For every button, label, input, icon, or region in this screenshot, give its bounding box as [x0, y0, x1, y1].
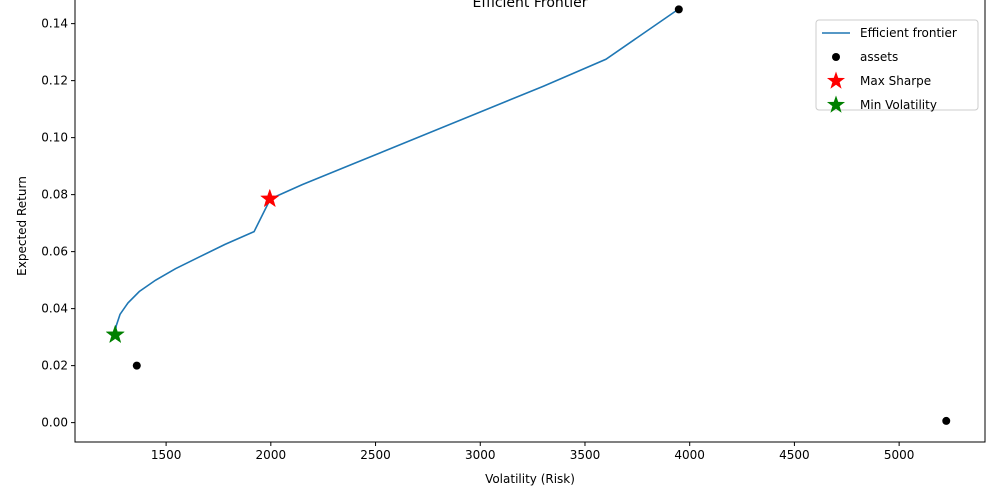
legend: Efficient frontier assets Max Sharpe Min Vo…: [815, 19, 979, 113]
axes-frame: [74, 0, 986, 443]
y-tick-label: 0.12: [41, 74, 68, 88]
legend-label: Efficient frontier: [860, 26, 957, 40]
legend-box: [815, 19, 979, 111]
y-tick-label: 0.14: [41, 17, 68, 31]
y-axis: 0.00 0.02 0.04 0.06 0.08 0.10 0.12 0.14: [41, 17, 75, 430]
x-axis-label: Volatility (Risk): [485, 472, 575, 486]
legend-label: Min Volatility: [860, 98, 937, 112]
legend-star-swatch: [826, 95, 846, 113]
asset-point: [132, 361, 141, 370]
x-tick-label: 4500: [779, 448, 810, 462]
y-tick-label: 0.04: [41, 302, 68, 316]
efficient-frontier-line: [114, 8, 679, 335]
legend-label: assets: [860, 50, 898, 64]
x-tick-label: 3000: [465, 448, 496, 462]
y-tick-label: 0.02: [41, 359, 68, 373]
x-tick-label: 4000: [674, 448, 705, 462]
max-sharpe-marker: [260, 188, 280, 208]
legend-marker-swatch: [832, 53, 840, 61]
y-tick-label: 0.00: [41, 416, 68, 430]
x-tick-label: 2000: [256, 448, 287, 462]
legend-label: Max Sharpe: [860, 74, 931, 88]
asset-point: [674, 5, 683, 14]
x-tick-label: 2500: [360, 448, 391, 462]
plot-area: [105, 5, 951, 425]
y-tick-label: 0.06: [41, 245, 68, 259]
x-axis: 1500 2000 2500 3000 3500 4000 4500 5000: [151, 442, 915, 462]
x-tick-label: 5000: [884, 448, 915, 462]
legend-star-swatch: [826, 71, 846, 89]
x-tick-label: 3500: [570, 448, 601, 462]
y-tick-label: 0.10: [41, 131, 68, 145]
asset-point: [942, 416, 951, 425]
chart-title: Efficient Frontier: [472, 0, 587, 11]
y-tick-label: 0.08: [41, 188, 68, 202]
x-tick-label: 1500: [151, 448, 182, 462]
min-volatility-marker: [105, 324, 125, 344]
y-axis-label: Expected Return: [15, 176, 29, 276]
